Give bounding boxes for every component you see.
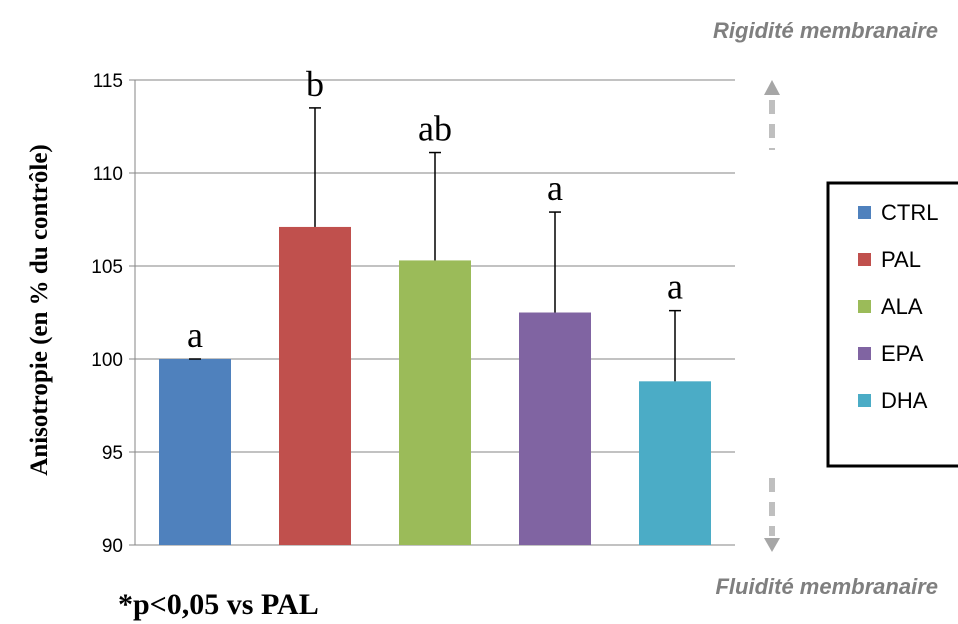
- bar-dha: [639, 381, 711, 545]
- y-tick-label: 95: [102, 443, 123, 464]
- annotation-fluidity: Fluidité membranaire: [715, 574, 938, 599]
- y-tick-label: 115: [93, 71, 123, 92]
- significance-letter: b: [306, 64, 324, 104]
- bar-pal: [279, 226, 351, 545]
- significance-letter: a: [547, 168, 563, 208]
- y-tick-label: 105: [91, 257, 123, 278]
- significance-letter: a: [187, 315, 203, 355]
- error-bars: [189, 107, 681, 382]
- bar-ctrl: [159, 359, 231, 545]
- legend-swatch: [858, 300, 871, 313]
- legend: CTRL PAL ALA EPA DHA: [826, 181, 958, 468]
- bar-epa: [519, 312, 591, 545]
- legend-swatch: [858, 394, 871, 407]
- legend-label: DHA: [881, 388, 928, 413]
- bars: [159, 226, 711, 545]
- legend-label: EPA: [881, 341, 924, 366]
- legend-label: CTRL: [881, 200, 938, 225]
- y-axis-label: Anisotropie (en % du contrôle): [26, 144, 53, 475]
- arrow-up-icon: [764, 80, 780, 150]
- legend-label: PAL: [881, 247, 921, 272]
- y-tick-label: 110: [93, 164, 123, 185]
- significance-note: *p<0,05 vs PAL: [118, 588, 319, 621]
- annotation-rigidity: Rigidité membranaire: [713, 18, 938, 43]
- legend-label: ALA: [881, 294, 923, 319]
- y-tick-labels: 90 95 100 105 110 115: [91, 71, 123, 557]
- legend-swatch: [858, 206, 871, 219]
- significance-letter: a: [667, 267, 683, 307]
- y-tick-label: 90: [102, 536, 123, 557]
- significance-letter: ab: [418, 109, 452, 149]
- legend-box: [826, 181, 958, 468]
- legend-swatch: [858, 347, 871, 360]
- arrow-down-icon: [764, 478, 780, 552]
- legend-swatch: [858, 253, 871, 266]
- bar-ala: [399, 260, 471, 545]
- y-tick-label: 100: [91, 350, 123, 371]
